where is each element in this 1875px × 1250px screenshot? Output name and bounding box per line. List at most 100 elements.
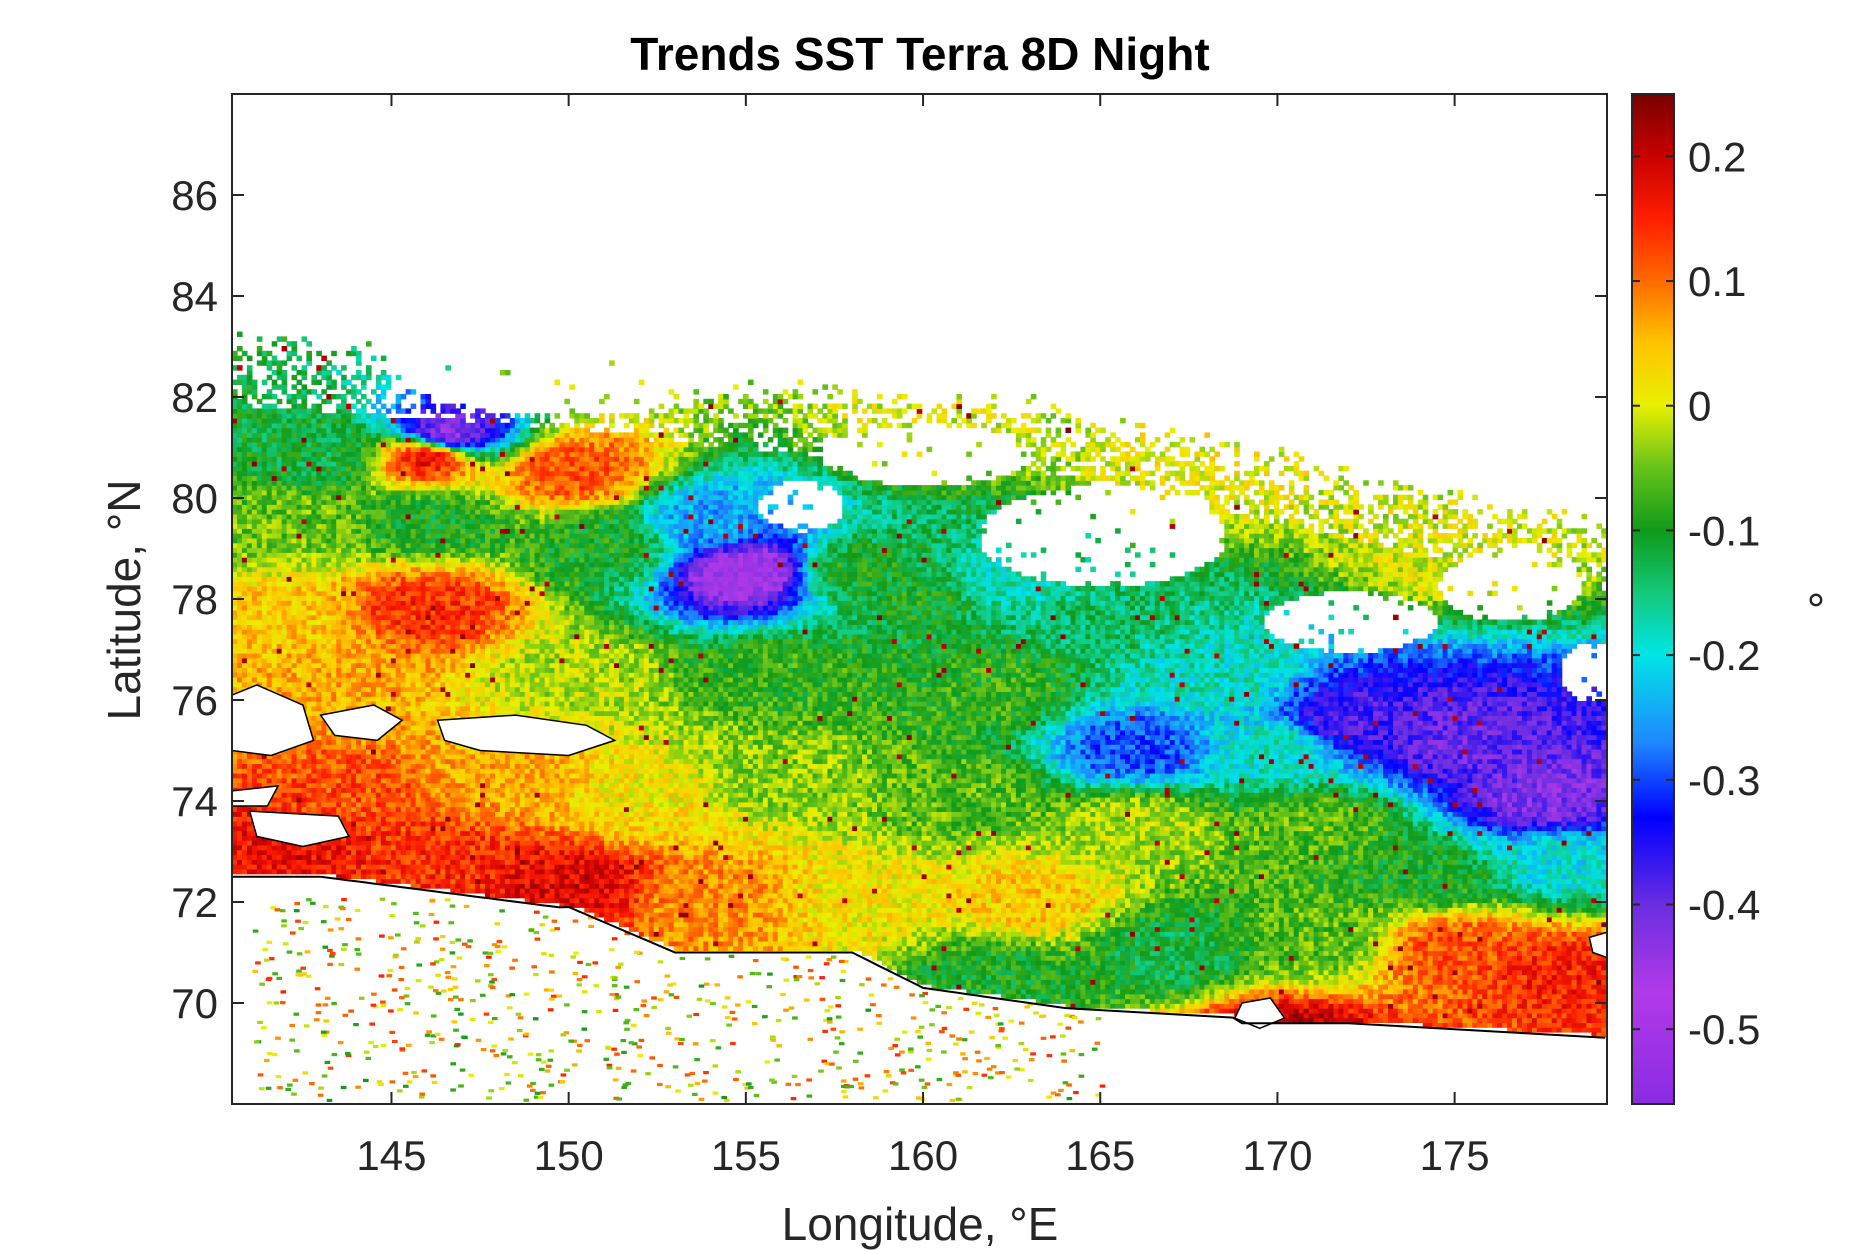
grid-cell: [892, 931, 898, 936]
grid-cell: [1200, 970, 1206, 975]
grid-cell: [862, 941, 868, 946]
grid-cell: [832, 931, 838, 936]
grid-cell: [922, 979, 928, 984]
grid-cell: [788, 941, 794, 946]
grid-cell: [1388, 936, 1394, 941]
grid-cell: [1418, 941, 1424, 946]
grid-cell: [1487, 1003, 1493, 1008]
grid-cell: [1051, 912, 1057, 917]
grid-cell: [1324, 970, 1330, 975]
grid-cell: [991, 903, 997, 908]
grid-cell: [1512, 888, 1518, 893]
grid-cell: [927, 951, 933, 956]
grid-cell: [1423, 955, 1429, 960]
grid-cell: [1403, 931, 1409, 936]
grid-cell: [942, 898, 948, 903]
grid-cell: [1562, 893, 1568, 898]
grid-cell: [942, 955, 948, 960]
grid-cell: [1080, 927, 1086, 932]
grid-cell: [1269, 989, 1275, 994]
grid-cell: [1239, 984, 1245, 989]
grid-cell: [1105, 912, 1111, 917]
grid-cell: [1557, 941, 1563, 946]
grid-cell: [1482, 965, 1488, 970]
grid-cell: [1448, 931, 1454, 936]
grid-cell: [1393, 1003, 1399, 1008]
grid-cell: [1453, 888, 1459, 893]
grid-cell: [555, 883, 561, 888]
grid-cell: [951, 955, 957, 960]
grid-cell: [510, 879, 516, 884]
grid-cell: [1453, 893, 1459, 898]
grid-cell: [1388, 970, 1394, 975]
grid-cell: [1274, 936, 1280, 941]
grid-cell: [579, 888, 585, 893]
grid-cell: [897, 907, 903, 912]
grid-cell: [1577, 960, 1583, 965]
grid-cell: [624, 903, 630, 908]
grid-cell: [1075, 989, 1081, 994]
grid-cell: [1582, 1013, 1588, 1018]
grid-cell: [1135, 883, 1141, 888]
grid-cell: [1195, 936, 1201, 941]
grid-cell: [1467, 903, 1473, 908]
grid-cell: [1373, 999, 1379, 1004]
grid-cell: [1348, 941, 1354, 946]
grid-cell: [703, 912, 709, 917]
grid-cell: [1095, 922, 1101, 927]
grid-cell: [1170, 883, 1176, 888]
grid-cell: [907, 970, 913, 975]
grid-cell: [1244, 960, 1250, 965]
grid-cell: [1477, 979, 1483, 984]
grid-cell: [559, 888, 565, 893]
grid-cell: [654, 893, 660, 898]
grid-cell: [1532, 927, 1538, 932]
grid-cell: [867, 922, 873, 927]
grid-cell: [1269, 941, 1275, 946]
grid-cell: [1368, 898, 1374, 903]
grid-cell: [877, 927, 883, 932]
grid-cell: [1403, 984, 1409, 989]
grid-cell: [798, 922, 804, 927]
grid-cell: [1537, 936, 1543, 941]
grid-cell: [1100, 955, 1106, 960]
grid-cell: [808, 931, 814, 936]
grid-cell: [1577, 1018, 1583, 1023]
grid-cell: [1398, 903, 1404, 908]
grid-cell: [1348, 1003, 1354, 1008]
grid-cell: [1051, 927, 1057, 932]
grid-cell: [1596, 989, 1602, 994]
grid-cell: [892, 903, 898, 908]
grid-cell: [1542, 888, 1548, 893]
grid-cell: [753, 917, 759, 922]
grid-cell: [644, 898, 650, 903]
grid-cell: [1056, 912, 1062, 917]
grid-cell: [1214, 946, 1220, 951]
grid-cell: [1284, 965, 1290, 970]
grid-cell: [629, 888, 635, 893]
grid-cell: [1572, 912, 1578, 917]
grid-cell: [803, 903, 809, 908]
grid-cell: [822, 931, 828, 936]
grid-cell: [822, 907, 828, 912]
grid-cell: [1274, 975, 1280, 980]
grid-cell: [1279, 927, 1285, 932]
grid-cell: [1393, 984, 1399, 989]
grid-cell: [837, 893, 843, 898]
grid-cell: [1373, 922, 1379, 927]
grid-cell: [1075, 975, 1081, 980]
grid-cell: [753, 903, 759, 908]
grid-cell: [1408, 975, 1414, 980]
grid-cell: [961, 883, 967, 888]
grid-cell: [1239, 941, 1245, 946]
grid-cell: [431, 883, 437, 888]
grid-cell: [1036, 979, 1042, 984]
grid-cell: [1239, 917, 1245, 922]
grid-cell: [1150, 989, 1156, 994]
grid-cell: [1289, 970, 1295, 975]
grid-cell: [882, 931, 888, 936]
grid-cell: [1061, 955, 1067, 960]
grid-cell: [550, 883, 556, 888]
grid-cell: [1383, 907, 1389, 912]
grid-cell: [1036, 922, 1042, 927]
